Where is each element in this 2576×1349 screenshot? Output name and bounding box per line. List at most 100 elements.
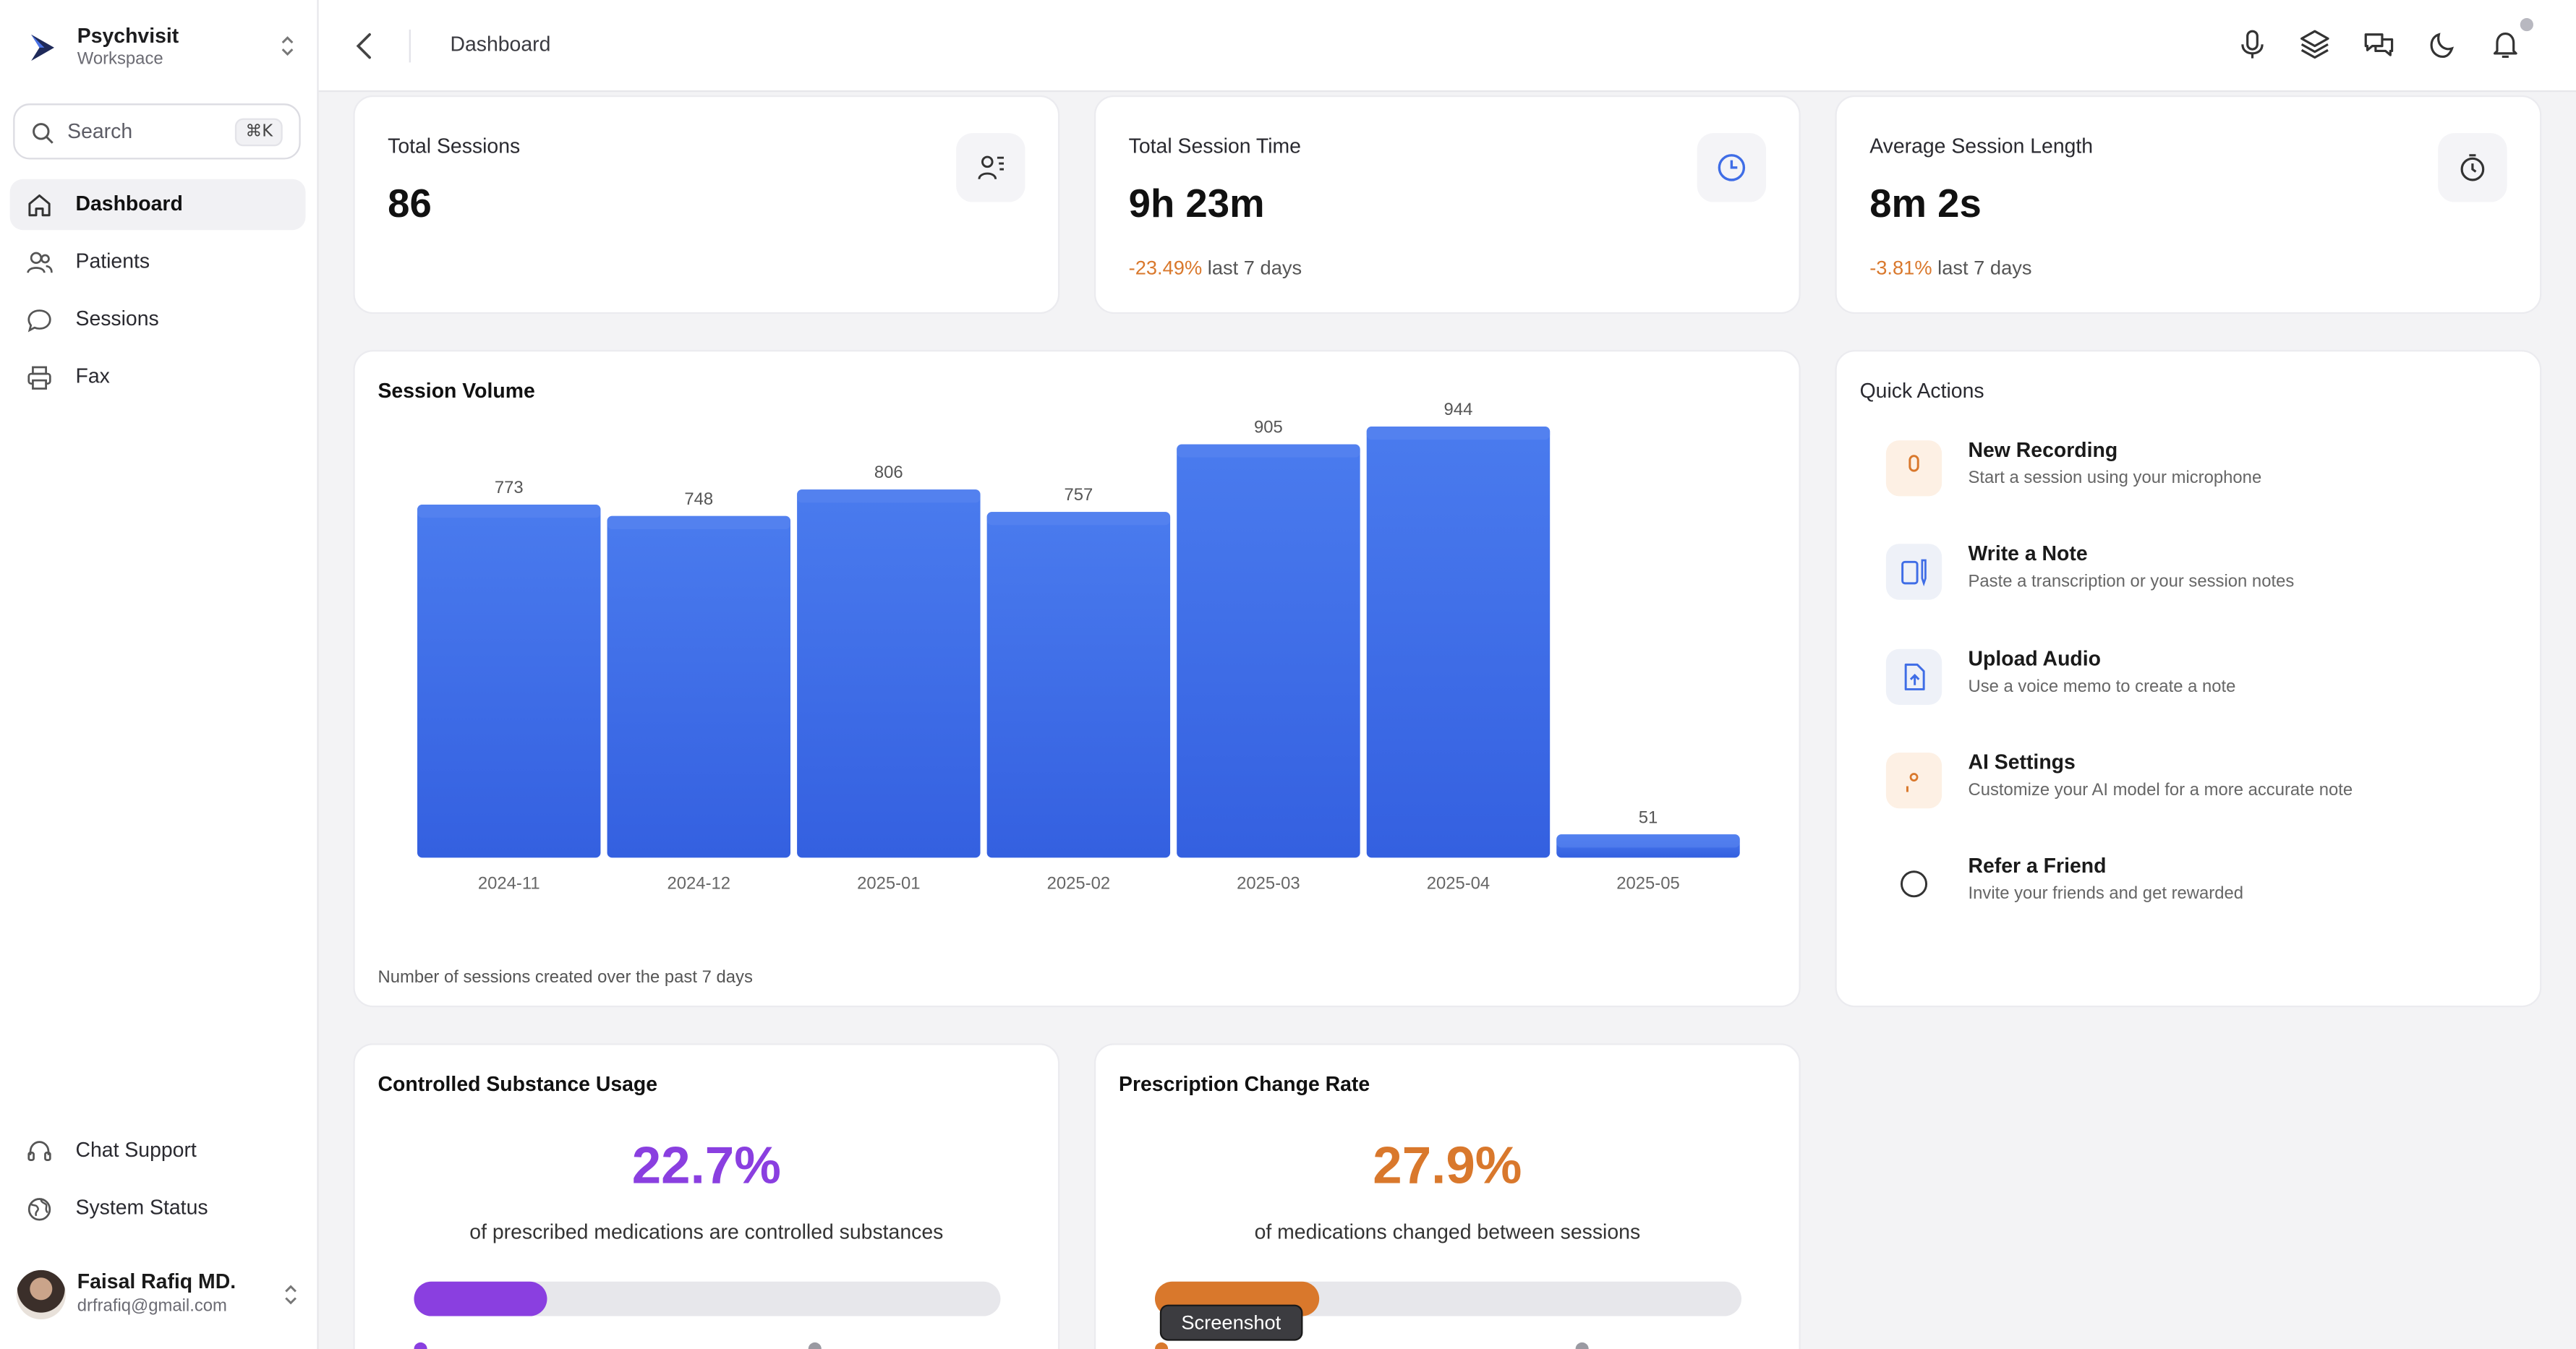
sidebar-item-patients[interactable]: Patients	[10, 236, 306, 287]
chart-bar[interactable]	[986, 512, 1171, 858]
chart-bar[interactable]	[797, 489, 981, 858]
stat-card-average-session-length: Average Session Length 8m 2s -3.81% last…	[1835, 95, 2542, 314]
chart-data-label: 806	[874, 463, 903, 482]
note-icon	[1901, 560, 1927, 587]
quick-action-icon-box	[1885, 544, 1942, 601]
workspace-switcher[interactable]: Psychvisit Workspace	[23, 23, 302, 72]
chart-bar-highlight	[1366, 426, 1551, 440]
sidebar-item-label: Fax	[75, 364, 110, 388]
quick-action-new-recording[interactable]: New Recording Start a session using your …	[1885, 437, 2510, 503]
controlled-percent: 22.7%	[631, 1135, 781, 1195]
chart-data-label: 748	[684, 489, 713, 509]
legend-item	[808, 1341, 830, 1349]
legend-item	[414, 1341, 435, 1349]
headset-icon	[27, 1141, 51, 1161]
chart-bar-highlight	[797, 489, 981, 503]
home-icon	[28, 194, 51, 217]
printer-icon	[27, 366, 51, 390]
stat-icon-box	[1697, 133, 1767, 202]
user-email: drfrafiq@gmail.com	[77, 1296, 227, 1316]
controlled-substance-card: Controlled Substance Usage 22.7% of pres…	[353, 1043, 1060, 1349]
back-arrow-icon[interactable]	[349, 30, 381, 62]
user-menu[interactable]: Faisal Rafiq MD. drfrafiq@gmail.com	[16, 1267, 306, 1322]
quick-action-label: Write a Note	[1968, 542, 2088, 566]
chevron-updown-icon	[281, 36, 294, 56]
quick-action-description: Customize your AI model for a more accur…	[1968, 780, 2353, 800]
chart-bar[interactable]	[1177, 444, 1360, 858]
stat-value: 9h 23m	[1128, 182, 1265, 227]
sidebar-item-label: Patients	[75, 249, 150, 273]
stat-delta: -3.81% last 7 days	[1869, 257, 2031, 280]
quick-action-description: Start a session using your microphone	[1968, 468, 2262, 489]
quick-action-refer-a-friend[interactable]: Refer a Friend Invite your friends and ge…	[1885, 853, 2510, 919]
stat-icon-box	[2438, 133, 2507, 202]
upload-file-icon	[1904, 662, 1925, 690]
prescription-percent: 27.9%	[1373, 1135, 1522, 1195]
quick-action-write-a-note[interactable]: Write a Note Paste a transcription or you…	[1885, 541, 2510, 607]
logo-icon	[31, 34, 54, 61]
chart-data-label: 757	[1064, 485, 1093, 505]
stat-label: Average Session Length	[1869, 134, 2094, 158]
quick-action-label: Refer a Friend	[1968, 855, 2107, 878]
bell-icon[interactable]	[2489, 28, 2522, 61]
stat-value: 8m 2s	[1869, 182, 1982, 227]
chart-bar[interactable]	[1366, 426, 1551, 858]
chart-data-label: 51	[1639, 808, 1658, 827]
users-icon	[27, 252, 53, 273]
chart-bar-highlight	[607, 515, 791, 529]
dollar-icon	[1901, 870, 1928, 898]
chart-bar[interactable]	[417, 504, 601, 858]
prescription-description: of medications changed between sessions	[1254, 1220, 1641, 1244]
sidebar-item-fax[interactable]: Fax	[10, 351, 306, 402]
messages-icon[interactable]	[2363, 28, 2395, 61]
stat-label: Total Session Time	[1128, 134, 1302, 158]
legend-item	[1155, 1341, 1177, 1349]
sidebar-item-sessions[interactable]: Sessions	[10, 294, 306, 345]
quick-actions-card: Quick Actions New Recording Start a sessi…	[1835, 350, 2542, 1008]
avatar	[16, 1269, 66, 1320]
quick-action-description: Use a voice memo to create a note	[1968, 676, 2236, 696]
screenshot-tooltip: Screenshot	[1159, 1304, 1302, 1341]
stat-icon-box	[956, 133, 1025, 202]
chart-x-tick-label: 2025-04	[1427, 874, 1490, 894]
workspace-subtitle: Workspace	[77, 49, 163, 69]
controlled-description: of prescribed medications are controlled…	[469, 1220, 944, 1244]
microphone-icon	[1908, 455, 1919, 472]
quick-action-icon-box	[1885, 648, 1942, 705]
quick-action-upload-audio[interactable]: Upload Audio Use a voice memo to create a…	[1885, 645, 2510, 711]
sidebar-item-label: Chat Support	[75, 1139, 197, 1162]
layers-icon[interactable]	[2298, 28, 2331, 61]
chart-x-tick-label: 2025-02	[1047, 874, 1110, 894]
search-placeholder: Search	[67, 119, 133, 143]
moon-icon[interactable]	[2426, 28, 2459, 61]
stat-card-total-session-time: Total Session Time 9h 23m -23.49% last 7…	[1093, 95, 1801, 314]
quick-actions-title: Quick Actions	[1859, 380, 1984, 403]
progress-fill	[414, 1281, 547, 1316]
stopwatch-icon	[2460, 154, 2485, 181]
chart-data-label: 773	[495, 478, 524, 497]
quick-action-icon-box	[1885, 856, 1942, 912]
quick-action-label: New Recording	[1968, 438, 2118, 462]
sidebar-item-label: Dashboard	[75, 192, 183, 215]
quick-action-icon-box	[1885, 752, 1942, 808]
quick-action-ai-settings[interactable]: AI Settings Customize your AI model for a…	[1885, 749, 2510, 815]
sidebar-item-chat-support[interactable]: Chat Support	[10, 1126, 306, 1176]
stat-delta-value: -3.81%	[1869, 256, 1932, 280]
card-title: Controlled Substance Usage	[378, 1073, 658, 1096]
chart-bar-highlight	[1556, 834, 1740, 848]
sidebar-item-system-status[interactable]: System Status	[10, 1183, 306, 1233]
sidebar-item-dashboard[interactable]: Dashboard	[9, 179, 306, 231]
quick-action-icon-box	[1885, 440, 1942, 497]
stat-label: Total Sessions	[388, 134, 521, 158]
chart-data-label: 944	[1444, 400, 1473, 419]
user-list-icon	[978, 155, 1005, 180]
search-input[interactable]: Search ⌘K	[13, 103, 301, 160]
chart-x-tick-label: 2025-01	[857, 874, 920, 894]
chart-bar[interactable]	[607, 515, 791, 858]
microphone-icon[interactable]	[2236, 28, 2269, 61]
chart-x-tick-label: 2024-12	[668, 874, 730, 894]
card-title: Prescription Change Rate	[1119, 1073, 1370, 1096]
legend-item	[1575, 1341, 1598, 1349]
progress-track	[414, 1281, 1001, 1316]
workspace-name: Psychvisit	[77, 25, 179, 48]
